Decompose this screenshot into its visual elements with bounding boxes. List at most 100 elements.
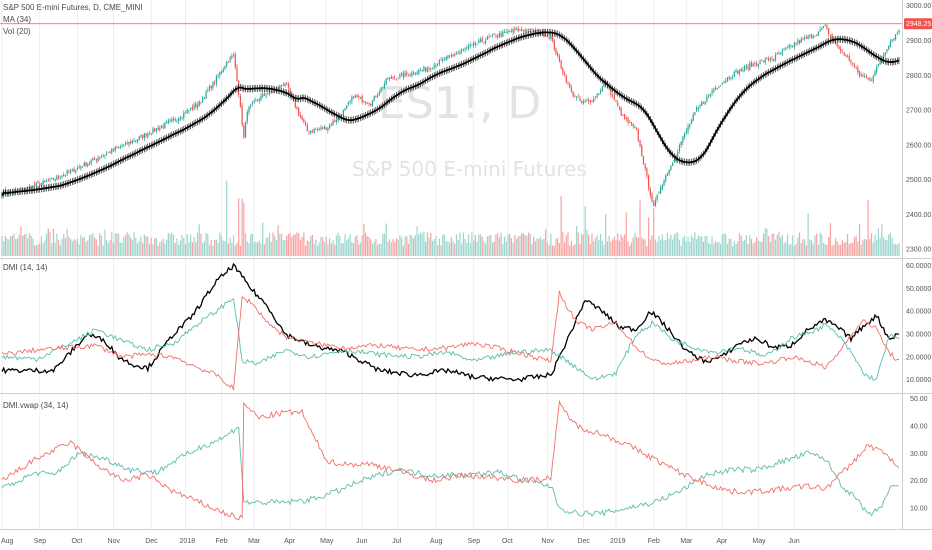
candle-body — [610, 88, 612, 95]
candle-body — [366, 102, 368, 104]
dmi-axis[interactable]: 60.0000 50.0000 40.0000 30.0000 20.0000 10.00… — [906, 263, 931, 384]
volume-bar — [404, 236, 406, 256]
volume-bar — [311, 235, 314, 256]
candle-body — [397, 77, 399, 79]
candle-body — [332, 121, 334, 125]
candle-body — [473, 42, 475, 46]
volume-bar — [893, 243, 895, 256]
volume-bar — [699, 236, 701, 256]
volume-bar — [236, 242, 238, 256]
candle-body — [130, 141, 132, 144]
candle-body — [279, 85, 281, 88]
volume-bar — [450, 237, 452, 256]
candle-body — [407, 75, 410, 77]
volume-bar — [414, 235, 416, 256]
volume-bar — [160, 240, 163, 256]
volume-bar — [874, 234, 876, 256]
candle-body — [738, 69, 741, 74]
candle-body — [138, 136, 140, 140]
candle-body — [390, 76, 392, 79]
candle-body — [682, 136, 684, 143]
candle-body — [517, 29, 519, 32]
symbol-title[interactable]: S&P 500 E-mini Futures, D, CME_MINI — [3, 3, 142, 12]
candle-body — [689, 124, 691, 127]
candle-body — [474, 43, 476, 45]
candle-body — [190, 107, 192, 110]
price-tick-label: 2300.00 — [906, 247, 931, 254]
candle-body — [452, 54, 454, 57]
volume-legend[interactable]: Vol (20) — [3, 27, 31, 36]
dmi-legend[interactable]: DMI (14, 14) — [3, 263, 48, 272]
dmi-vwap-legend[interactable]: DMI.vwap (34, 14) — [3, 401, 69, 410]
volume-bar — [750, 239, 753, 256]
candle-body — [387, 78, 389, 80]
candle-body — [114, 147, 116, 151]
candle-body — [730, 77, 732, 79]
candle-body — [503, 31, 506, 33]
dmi-vwap-axis[interactable]: 50.00 40.00 30.00 20.00 10.00 — [910, 396, 928, 512]
candle-body — [562, 68, 564, 73]
candle-body — [680, 141, 682, 146]
candle-body — [239, 96, 242, 107]
ma-legend[interactable]: MA (34) — [3, 15, 31, 24]
candle-body — [665, 175, 667, 181]
volume-bar — [179, 240, 181, 256]
candle-body — [469, 44, 471, 47]
volume-bar — [491, 242, 494, 256]
candle-body — [133, 141, 135, 142]
candle-body — [191, 107, 193, 109]
volume-bar — [546, 242, 549, 256]
minus-di-line — [1, 399, 900, 521]
price-tick-label: 2800.00 — [906, 73, 931, 80]
volume-bar — [610, 241, 612, 256]
candle-body — [780, 53, 782, 55]
candle-body — [841, 52, 844, 54]
candle-body — [395, 78, 398, 80]
candle-body — [723, 81, 725, 83]
volume-bar — [550, 233, 552, 256]
volume-bar — [562, 232, 564, 256]
volume-bar — [169, 234, 171, 256]
volume-bar — [728, 238, 730, 256]
candle-body — [52, 178, 55, 181]
candle-body — [620, 108, 622, 116]
candle-body — [491, 34, 494, 36]
volume-bar — [27, 238, 29, 256]
candle-body — [696, 107, 698, 112]
volume-bar — [51, 243, 53, 256]
volume-bar — [829, 222, 832, 256]
candle-body — [174, 118, 176, 121]
volume-bar — [440, 245, 442, 256]
volume-bar — [327, 244, 329, 256]
volume-bar — [454, 243, 456, 256]
candle-body — [159, 127, 161, 130]
volume-bar — [231, 243, 233, 256]
candle-body — [316, 128, 319, 130]
candle-body — [95, 159, 97, 161]
candle-body — [308, 131, 310, 133]
volume-bar — [87, 240, 89, 256]
volume-bar — [109, 239, 111, 256]
volume-bar — [81, 237, 84, 256]
volume-bar — [507, 234, 509, 256]
time-tick-label: 2019 — [610, 538, 626, 545]
candle-body — [644, 164, 646, 169]
candle-body — [208, 86, 211, 90]
volume-bar — [28, 232, 31, 256]
volume-bar — [294, 234, 296, 256]
volume-bar — [838, 244, 840, 256]
price-axis[interactable]: 3000.00 2900.00 2800.00 2700.00 2600.00 2500.… — [906, 3, 931, 253]
candle-body — [572, 91, 574, 97]
volume-bar — [159, 242, 161, 256]
volume-bar — [826, 244, 828, 256]
volume-bar — [143, 234, 145, 256]
candle-body — [176, 120, 178, 122]
volume-bar — [651, 235, 653, 256]
volume-bar — [867, 199, 869, 256]
volume-bar — [852, 243, 854, 256]
volume-bar — [315, 239, 317, 256]
candle-body — [69, 170, 72, 173]
volume-bar — [670, 234, 672, 256]
time-tick-label: May — [752, 538, 766, 545]
time-axis[interactable]: Aug Sep Oct Nov Dec 2018 Feb Mar Apr May Jun Jul Aug… — [1, 538, 800, 545]
